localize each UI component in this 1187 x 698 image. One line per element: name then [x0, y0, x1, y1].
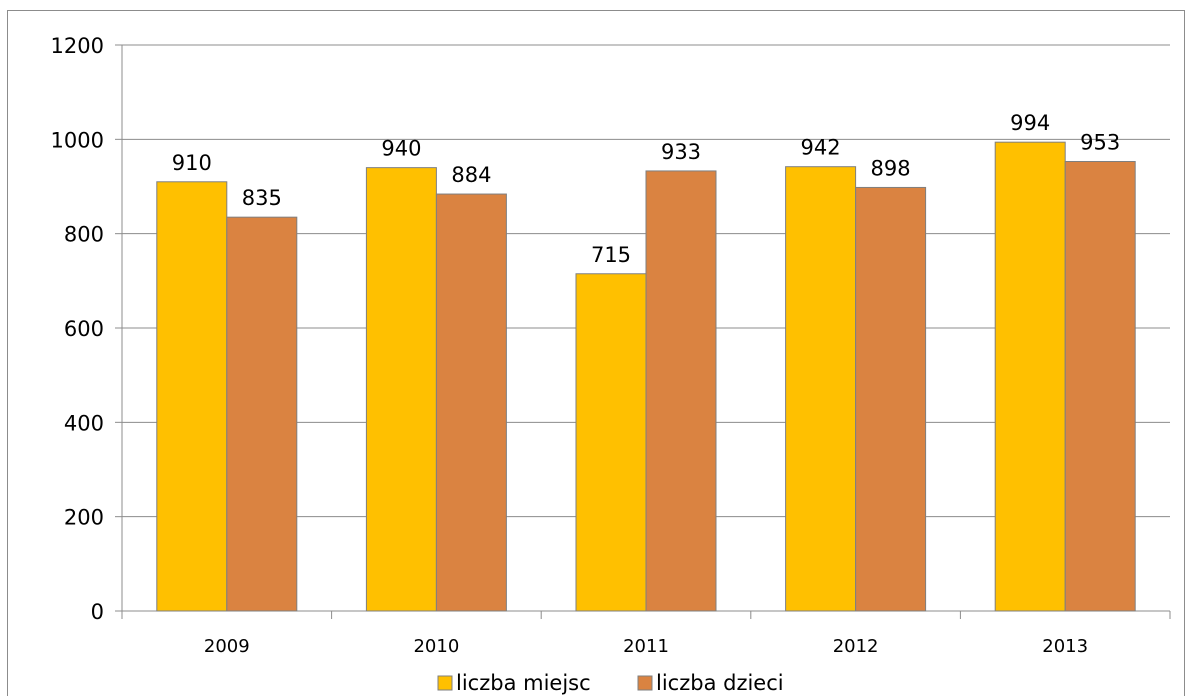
y-tick-label: 800 — [64, 223, 104, 247]
data-label: 940 — [381, 137, 421, 161]
bar — [645, 170, 717, 612]
data-label: 953 — [1080, 131, 1120, 155]
legend-swatch — [637, 675, 653, 691]
legend-item: liczba miejsc — [437, 671, 591, 695]
x-tick-label: 2012 — [833, 636, 879, 657]
data-label: 898 — [871, 156, 911, 180]
x-tick-label: 2009 — [204, 636, 250, 657]
bar — [226, 216, 298, 612]
data-label: 884 — [451, 163, 491, 187]
bar — [994, 141, 1066, 612]
legend-label: liczba dzieci — [656, 671, 784, 695]
bar — [575, 273, 647, 612]
bar — [156, 181, 228, 612]
y-tick-label: 1000 — [51, 128, 104, 152]
data-label: 942 — [801, 136, 841, 160]
x-tick-label: 2013 — [1042, 636, 1088, 657]
y-tick-label: 0 — [91, 600, 104, 624]
y-tick-label: 1200 — [51, 34, 104, 58]
bar — [435, 193, 507, 612]
legend-label: liczba miejsc — [456, 671, 591, 695]
x-tick-label: 2011 — [623, 636, 669, 657]
bar — [855, 186, 927, 612]
y-tick-label: 400 — [64, 411, 104, 435]
bar — [365, 167, 437, 612]
y-tick-label: 600 — [64, 317, 104, 341]
data-label: 994 — [1010, 111, 1050, 135]
data-label: 933 — [661, 140, 701, 164]
data-label: 715 — [591, 243, 631, 267]
legend-item: liczba dzieci — [637, 671, 784, 695]
bar — [1064, 161, 1136, 612]
x-tick-label: 2010 — [413, 636, 459, 657]
legend-swatch — [437, 675, 453, 691]
bar — [785, 166, 857, 612]
y-tick-label: 200 — [64, 506, 104, 530]
data-label: 910 — [172, 151, 212, 175]
data-label: 835 — [242, 186, 282, 210]
